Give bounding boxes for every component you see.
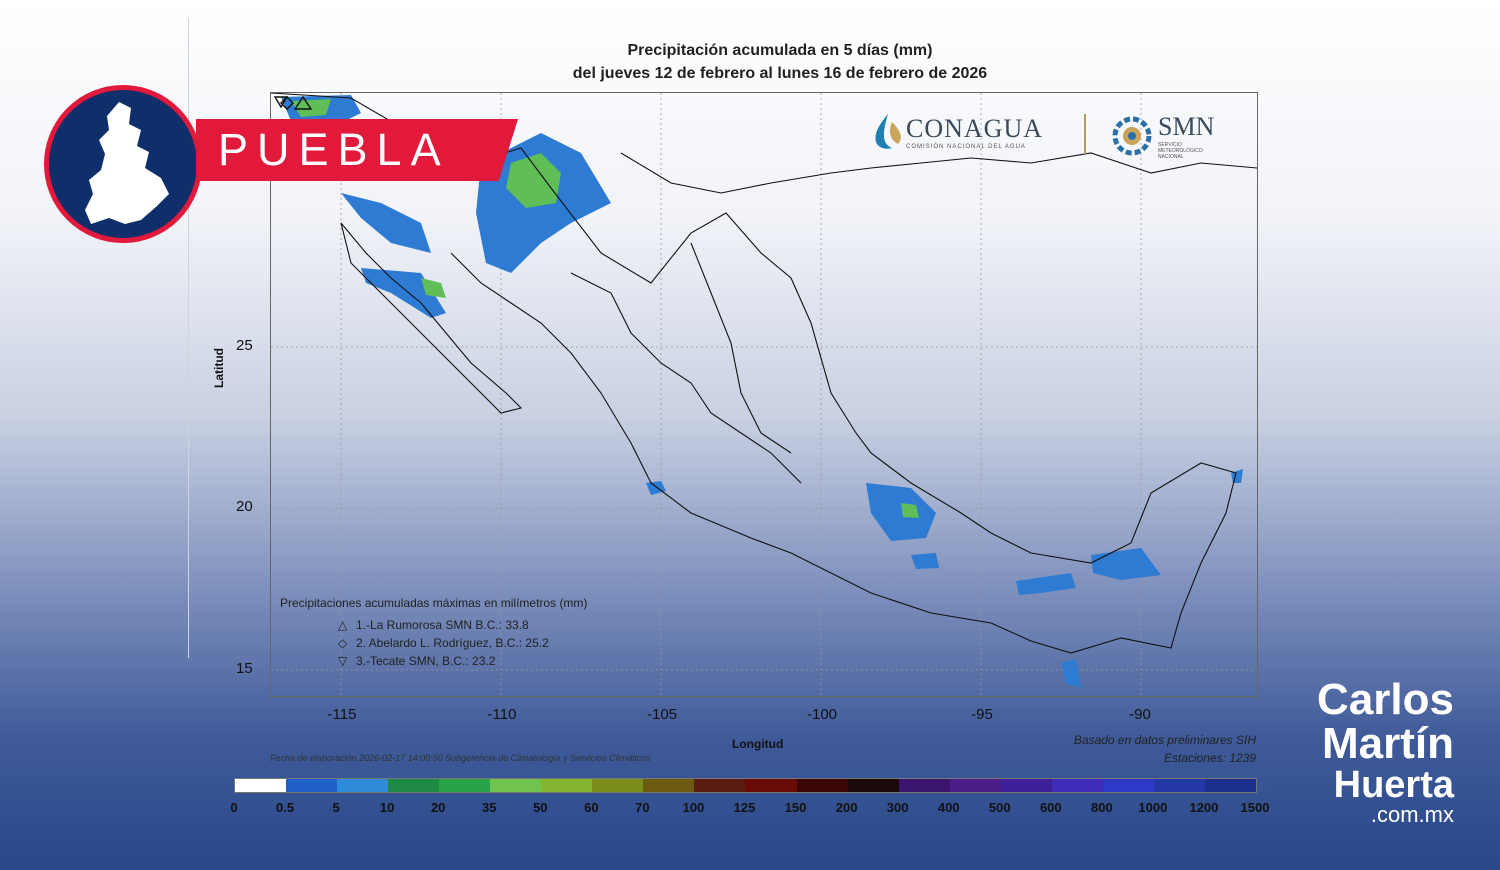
color-segment-14 (949, 779, 1001, 792)
color-segment-1 (286, 779, 338, 792)
color-segment-13 (898, 779, 950, 792)
brand-line-4: .com.mx (1370, 802, 1454, 827)
state-ribbon (196, 119, 518, 181)
color-label-4: 20 (430, 800, 446, 815)
puebla-state-map-icon (85, 102, 169, 224)
data-source-note: Basado en datos preliminares SIH (1073, 733, 1256, 747)
legend-heading: Precipitaciones acumuladas máximas en mi… (280, 596, 588, 610)
smn-sub-2: METEOROLÓGICO (1158, 148, 1203, 154)
brand-line-2: Martín (1322, 719, 1454, 768)
divider-line (188, 18, 189, 658)
color-segment-2 (337, 779, 389, 792)
triangle-down-icon (273, 96, 289, 109)
logo-separator (1084, 114, 1086, 154)
color-segment-5 (490, 779, 542, 792)
puebla-badge (44, 85, 202, 243)
xtick-90: -90 (1129, 706, 1151, 723)
color-label-12: 200 (835, 800, 858, 815)
mexico-precipitation-map (270, 92, 1258, 696)
xtick-110: -110 (487, 706, 517, 723)
color-label-8: 70 (635, 800, 650, 815)
color-label-0: 0 (230, 800, 238, 815)
color-label-17: 800 (1090, 800, 1113, 815)
legend-item-1: △ 1.-La Rumorosa SMN B.C.: 33.8 (338, 618, 529, 632)
map-subtitle: del jueves 12 de febrero al lunes 16 de … (572, 65, 988, 82)
color-label-11: 150 (784, 800, 807, 815)
color-label-2: 5 (332, 800, 340, 815)
color-segment-17 (1102, 779, 1154, 792)
carlos-martin-huerta-logo: Carlos Martín Huerta .com.mx (1317, 678, 1454, 826)
color-label-16: 600 (1039, 800, 1062, 815)
x-axis-label: Longitud (732, 737, 784, 751)
color-segment-11 (796, 779, 848, 792)
country-borders (270, 92, 1258, 654)
color-segment-12 (847, 779, 899, 792)
color-segment-4 (439, 779, 491, 792)
xtick-100: -100 (806, 706, 838, 723)
xtick-95: -95 (971, 706, 993, 723)
color-segment-15 (1000, 779, 1052, 792)
color-label-3: 10 (379, 800, 395, 815)
color-label-19: 1200 (1189, 800, 1219, 815)
color-segment-0 (235, 779, 287, 792)
color-label-5: 35 (482, 800, 497, 815)
color-label-20: 1500 (1240, 800, 1270, 815)
color-segment-6 (541, 779, 593, 792)
station-markers (273, 95, 313, 110)
conagua-name: CONAGUA (906, 114, 1043, 143)
precip-areas (281, 95, 1243, 688)
color-label-10: 125 (733, 800, 756, 815)
triangle-up-icon: △ (338, 618, 348, 632)
smn-logo: SMN SERVICIO METEOROLÓGICO NACIONAL (1108, 112, 1214, 160)
color-segment-10 (745, 779, 797, 792)
triangle-up-icon (293, 95, 313, 110)
smn-sub-3: NACIONAL (1158, 154, 1184, 160)
credits-note: Fecha de elaboración 2026-02-17 14:00:50… (270, 753, 651, 763)
color-segment-3 (388, 779, 440, 792)
color-label-15: 500 (988, 800, 1011, 815)
conagua-logo: CONAGUA COMISIÓN NACIONAL DEL AGUA (868, 112, 1043, 152)
color-label-18: 1000 (1138, 800, 1168, 815)
color-segment-7 (592, 779, 644, 792)
color-label-7: 60 (584, 800, 599, 815)
color-label-9: 100 (682, 800, 705, 815)
color-label-6: 50 (533, 800, 548, 815)
state-label: PUEBLA (218, 124, 450, 175)
color-segment-8 (643, 779, 695, 792)
color-segment-16 (1051, 779, 1103, 792)
legend-item-3: ▽ 3.-Tecate SMN, B.C.: 23.2 (338, 654, 496, 668)
brand-line-1: Carlos (1317, 675, 1454, 724)
color-scale-bar (234, 778, 1257, 793)
triangle-down-icon: ▽ (338, 654, 348, 668)
color-label-1: 0.5 (276, 800, 295, 815)
conagua-subtitle: COMISIÓN NACIONAL DEL AGUA (906, 144, 1026, 150)
diamond-icon: ◇ (338, 636, 348, 650)
map-title: Precipitación acumulada en 5 días (mm) (627, 42, 933, 59)
ytick-20: 20 (236, 498, 253, 515)
color-segment-19 (1204, 779, 1256, 792)
stations-count: Estaciones: 1239 (1163, 751, 1256, 765)
brand-line-3: Huerta (1333, 764, 1454, 806)
color-segment-9 (694, 779, 746, 792)
y-axis-label: Latitud (212, 348, 226, 388)
color-label-14: 400 (937, 800, 960, 815)
ytick-15: 15 (236, 660, 253, 677)
xtick-105: -105 (646, 706, 678, 723)
ytick-25: 25 (236, 337, 253, 354)
color-label-13: 300 (886, 800, 909, 815)
color-segment-18 (1153, 779, 1205, 792)
legend-item-2: ◇ 2. Abelardo L. Rodríguez, B.C.: 25.2 (338, 636, 549, 650)
smn-spiral-icon (1112, 116, 1152, 156)
water-drop-icon (875, 114, 901, 149)
max-precip-legend: Precipitaciones acumuladas máximas en mi… (280, 594, 587, 670)
smn-sub-1: SERVICIO (1158, 142, 1182, 148)
smn-name: SMN (1158, 112, 1215, 141)
map-frame (270, 92, 1258, 697)
xtick-115: -115 (327, 706, 357, 723)
